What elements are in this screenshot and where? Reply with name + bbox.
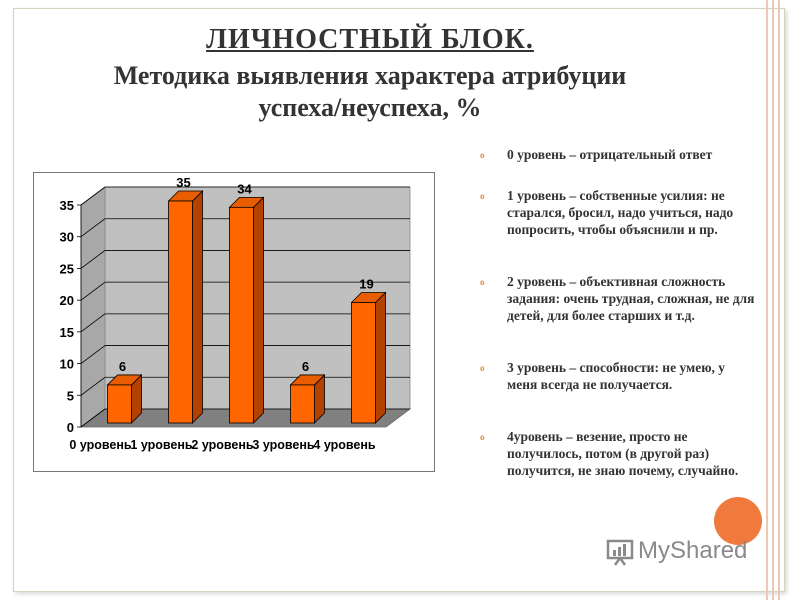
bullet-icon: o: [480, 277, 485, 287]
y-tick-label: 15: [60, 325, 74, 340]
legend-item: o 3 уровень – способности: не умею, у мен…: [480, 359, 755, 393]
gridline-side: [80, 218, 106, 238]
y-tick-label: 5: [67, 388, 74, 403]
decor-circle: [714, 497, 762, 545]
bullet-icon: o: [480, 150, 485, 160]
slide-title: ЛИЧНОСТНЫЙ БЛОК.: [206, 24, 534, 55]
slide-subtitle-line2: успеха/неуспеха, %: [258, 93, 482, 122]
gridline-side: [80, 408, 106, 428]
legend-item-text: 0 уровень – отрицательный ответ: [507, 147, 713, 162]
data-label: 6: [119, 359, 126, 374]
bullet-icon: o: [480, 432, 485, 442]
legend-item-text: 3 уровень – способности: не умею, у меня…: [507, 360, 726, 392]
legend-item: o 2 уровень – объективная сложность задан…: [480, 273, 755, 324]
y-tick-label: 25: [60, 261, 74, 276]
legend-item: o 1 уровень – собственные усилия: не стар…: [480, 187, 755, 238]
bar: [107, 384, 132, 424]
decor-stripe: [778, 0, 780, 600]
data-label: 34: [237, 181, 252, 196]
data-label: 35: [176, 175, 190, 190]
bar-side: [192, 190, 203, 424]
slide-subtitle: Методика выявления характера атрибуции у…: [0, 60, 740, 124]
data-label: 19: [359, 276, 373, 291]
gridline-side: [80, 186, 106, 206]
slide-frame: [13, 8, 785, 592]
bar: [290, 384, 315, 424]
gridline-side: [80, 281, 106, 301]
legend-item: o 0 уровень – отрицательный ответ: [480, 146, 755, 163]
slide-subtitle-line1: Методика выявления характера атрибуции: [113, 61, 627, 90]
watermark-text: MyShared: [638, 537, 748, 564]
bar: [168, 200, 193, 424]
decor-stripe: [772, 0, 774, 600]
gridline-side: [80, 376, 106, 396]
legend-list: o 0 уровень – отрицательный ответ o 1 уров…: [480, 146, 755, 479]
legend-item-text: 2 уровень – объективная сложность задани…: [507, 274, 755, 323]
y-tick-label: 35: [60, 198, 74, 213]
legend-item: o 4уровень – везение, просто не получилос…: [480, 428, 755, 479]
chart-container: 0 5 10 15 20 25 30 35 6 0 уровень 35 1 уровень 34 2 у…: [33, 172, 435, 472]
y-tick-label: 20: [60, 293, 74, 308]
x-tick-label: 4 уровень: [313, 438, 376, 452]
x-tick-label: 0 уровень: [69, 438, 132, 452]
bullet-icon: o: [480, 191, 485, 201]
gridline-side: [80, 345, 106, 364]
presentation-icon: [606, 539, 634, 566]
y-tick-label: 10: [60, 357, 74, 372]
x-tick-label: 3 уровень: [252, 438, 315, 452]
data-label: 6: [302, 359, 309, 374]
x-tick-label: 2 уровень: [191, 438, 254, 452]
legend-item-text: 4уровень – везение, просто не получилось…: [507, 429, 739, 478]
chart-side-wall: [80, 186, 106, 428]
gridline-side: [80, 250, 106, 269]
y-tick-label: 0: [67, 420, 74, 435]
bar-side: [253, 196, 264, 424]
bar-side: [375, 291, 386, 424]
x-tick-label: 1 уровень: [130, 438, 193, 452]
watermark: MyShared: [606, 537, 747, 571]
gridline-side: [80, 313, 106, 333]
bar-chart: 0 5 10 15 20 25 30 35 6 0 уровень 35 1 уровень 34 2 у…: [60, 175, 412, 452]
y-tick-label: 30: [60, 230, 74, 245]
legend-item-text: 1 уровень – собственные усилия: не стара…: [507, 188, 734, 237]
bullet-icon: o: [480, 363, 485, 373]
bar: [351, 302, 376, 424]
bar: [229, 206, 254, 424]
decor-stripe: [766, 0, 768, 600]
